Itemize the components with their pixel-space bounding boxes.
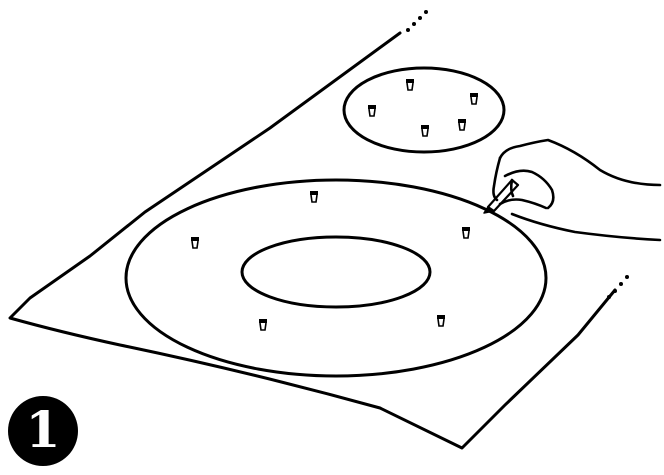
hand-icon <box>492 138 662 242</box>
step-number: 1 <box>25 400 61 459</box>
dots-icon <box>607 275 629 299</box>
pin-icon <box>462 227 470 239</box>
dots-icon <box>406 10 428 32</box>
pin-icon <box>191 237 199 249</box>
pin-icon <box>259 319 267 331</box>
pin-icon <box>437 315 445 327</box>
pin-icon <box>458 119 466 131</box>
pin-icon <box>470 93 478 105</box>
ring-inner-hole <box>240 235 432 309</box>
pin-icon <box>368 105 376 117</box>
large-ring-pattern-piece <box>124 178 548 378</box>
step-number-badge: 1 <box>8 396 78 466</box>
pin-icon <box>310 191 318 203</box>
pin-icon <box>406 79 414 91</box>
pin-icon <box>421 125 429 137</box>
small-pattern-piece <box>342 66 506 154</box>
fabric-sheet <box>8 31 617 450</box>
